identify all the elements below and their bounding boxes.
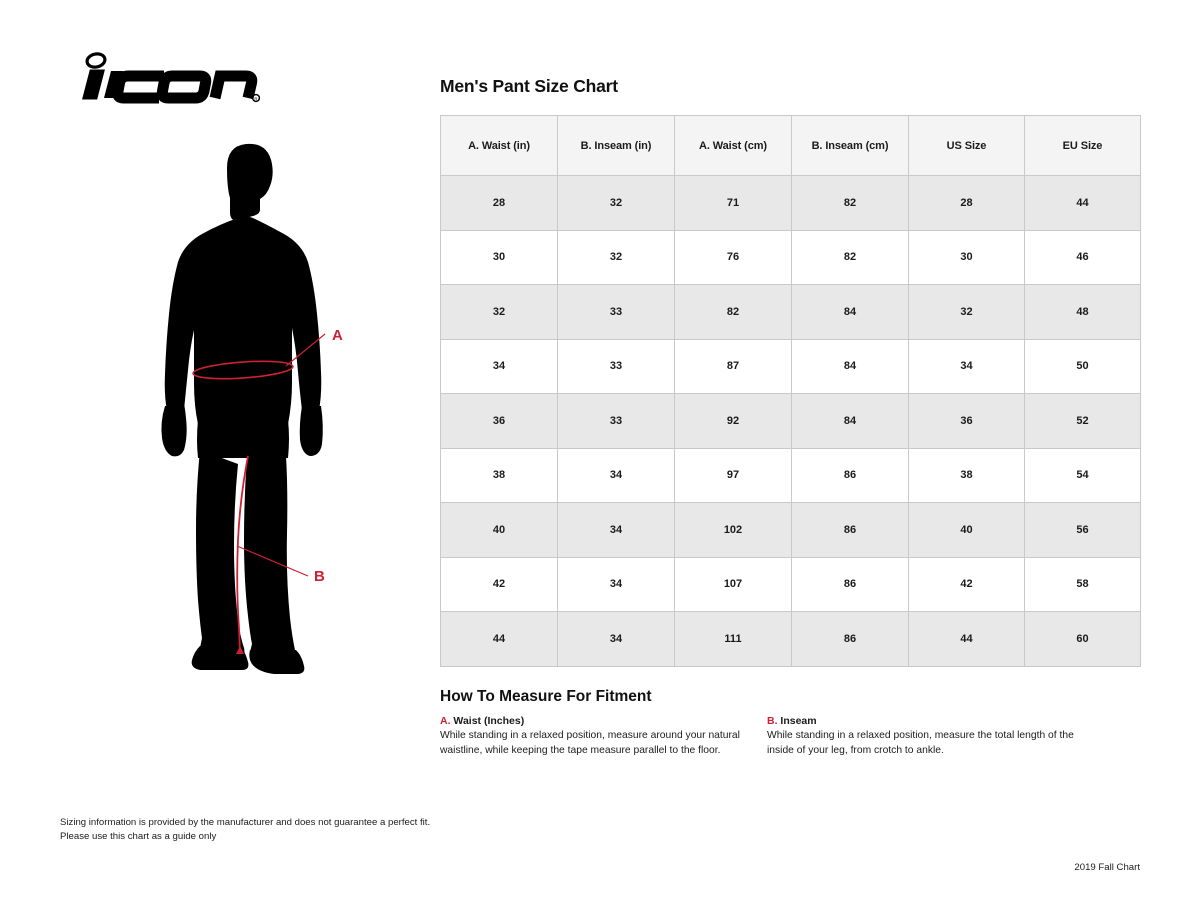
table-cell: 60	[1024, 611, 1141, 667]
table-cell: 86	[791, 611, 909, 667]
table-cell: 86	[791, 556, 909, 612]
table-cell: 32	[908, 284, 1025, 340]
measure-name-b: Inseam	[780, 715, 817, 727]
table-cell: 44	[908, 611, 1025, 667]
table-cell: 50	[1024, 338, 1141, 394]
table-cell: 86	[791, 447, 909, 503]
table-cell: 97	[674, 447, 792, 503]
leader-line-b	[236, 545, 309, 577]
table-cell: 40	[908, 502, 1025, 558]
table-cell: 107	[674, 556, 792, 612]
table-cell: 34	[557, 447, 675, 503]
column-header: US Size	[908, 115, 1025, 176]
table-cell: 86	[791, 502, 909, 558]
table-cell: 87	[674, 338, 792, 394]
figure-label-a: A	[332, 327, 343, 344]
table-cell: 36	[908, 393, 1025, 449]
table-header-row: A. Waist (in) B. Inseam (in) A. Waist (c…	[440, 115, 1141, 176]
table-row: 42 34 107 86 42 58	[440, 556, 1141, 612]
chart-edition-label: 2019 Fall Chart	[1074, 862, 1140, 873]
table-row: 38 34 97 86 38 54	[440, 447, 1141, 503]
table-cell: 42	[908, 556, 1025, 612]
figure-label-b: B	[314, 568, 325, 585]
table-cell: 82	[791, 175, 909, 231]
table-cell: 40	[440, 502, 558, 558]
table-cell: 38	[908, 447, 1025, 503]
measure-item-waist: A. Waist (Inches) While standing in a re…	[440, 714, 740, 758]
table-cell: 36	[440, 393, 558, 449]
table-row: 32 33 82 84 32 48	[440, 284, 1141, 340]
table-cell: 33	[557, 393, 675, 449]
size-chart-table: A. Waist (in) B. Inseam (in) A. Waist (c…	[440, 115, 1141, 667]
measure-description-a: While standing in a relaxed position, me…	[440, 730, 740, 756]
male-body-silhouette-icon	[161, 143, 323, 674]
brand-logo: R	[60, 48, 260, 106]
column-header: EU Size	[1024, 115, 1141, 176]
table-row: 36 33 92 84 36 52	[440, 393, 1141, 449]
table-cell: 33	[557, 338, 675, 394]
table-cell: 28	[440, 175, 558, 231]
measure-letter-a: A.	[440, 715, 451, 727]
table-cell: 76	[674, 229, 792, 285]
inseam-measure-line-b	[236, 455, 249, 655]
table-cell: 58	[1024, 556, 1141, 612]
how-to-measure-heading: How To Measure For Fitment	[440, 688, 652, 705]
table-cell: 111	[674, 611, 792, 667]
column-header: B. Inseam (cm)	[791, 115, 909, 176]
table-cell: 82	[791, 229, 909, 285]
column-header: A. Waist (cm)	[674, 115, 792, 176]
table-cell: 46	[1024, 229, 1141, 285]
table-cell: 42	[440, 556, 558, 612]
body-silhouette-figure: A B	[110, 138, 410, 678]
svg-text:R: R	[254, 96, 257, 101]
disclaimer-text: Sizing information is provided by the ma…	[60, 817, 431, 842]
table-cell: 71	[674, 175, 792, 231]
table-row: 34 33 87 84 34 50	[440, 338, 1141, 394]
column-header: A. Waist (in)	[440, 115, 558, 176]
table-cell: 34	[557, 611, 675, 667]
measure-name-a: Waist (Inches)	[453, 715, 525, 727]
table-cell: 34	[908, 338, 1025, 394]
table-cell: 82	[674, 284, 792, 340]
table-cell: 32	[440, 284, 558, 340]
table-cell: 34	[557, 502, 675, 558]
table-row: 30 32 76 82 30 46	[440, 229, 1141, 285]
column-header: B. Inseam (in)	[557, 115, 675, 176]
table-cell: 44	[1024, 175, 1141, 231]
table-cell: 44	[440, 611, 558, 667]
table-cell: 56	[1024, 502, 1141, 558]
page-title: Men's Pant Size Chart	[440, 76, 618, 96]
table-cell: 30	[908, 229, 1025, 285]
table-cell: 33	[557, 284, 675, 340]
table-cell: 84	[791, 338, 909, 394]
table-cell: 54	[1024, 447, 1141, 503]
table-cell: 92	[674, 393, 792, 449]
table-cell: 34	[557, 556, 675, 612]
table-cell: 102	[674, 502, 792, 558]
table-cell: 32	[557, 175, 675, 231]
table-cell: 34	[440, 338, 558, 394]
waist-measure-line-a	[192, 360, 294, 380]
table-cell: 28	[908, 175, 1025, 231]
table-cell: 32	[557, 229, 675, 285]
measure-description-b: While standing in a relaxed position, me…	[767, 730, 1074, 756]
table-cell: 48	[1024, 284, 1141, 340]
table-row: 40 34 102 86 40 56	[440, 502, 1141, 558]
table-cell: 38	[440, 447, 558, 503]
measure-letter-b: B.	[767, 715, 778, 727]
table-cell: 52	[1024, 393, 1141, 449]
table-row: 44 34 111 86 44 60	[440, 611, 1141, 667]
leader-line-a	[285, 333, 326, 367]
table-row: 28 32 71 82 28 44	[440, 175, 1141, 231]
table-cell: 84	[791, 284, 909, 340]
logo-wordmark-icon: R	[82, 52, 260, 104]
table-cell: 84	[791, 393, 909, 449]
measure-item-inseam: B. Inseam While standing in a relaxed po…	[767, 714, 1077, 758]
table-cell: 30	[440, 229, 558, 285]
